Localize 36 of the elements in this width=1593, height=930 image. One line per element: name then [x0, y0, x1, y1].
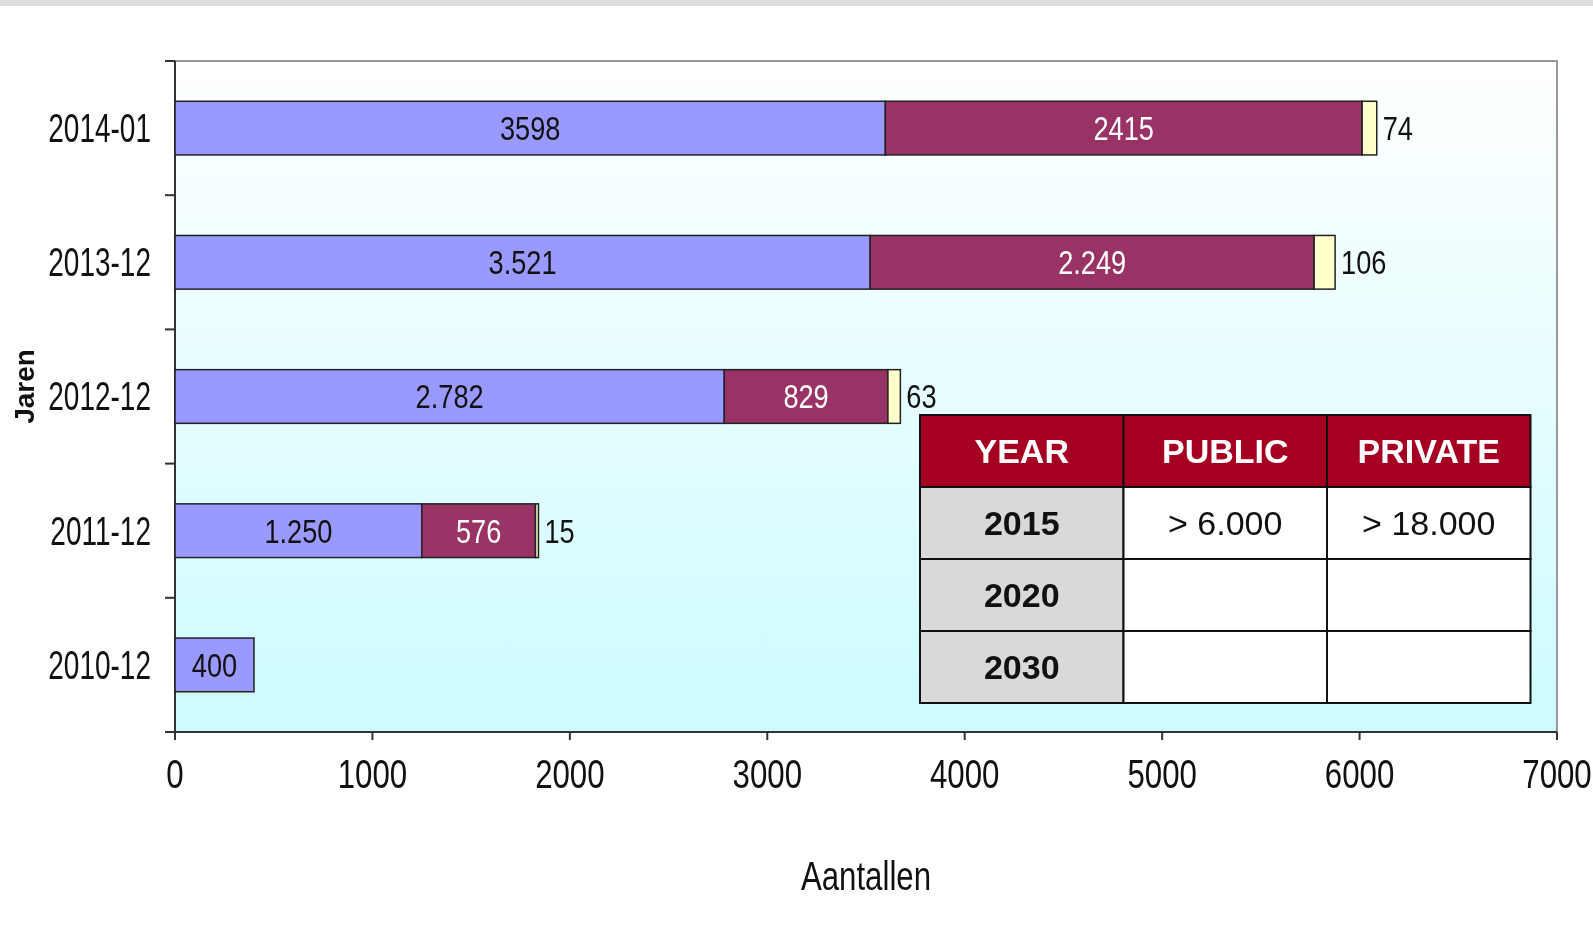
y-tick-label: 2012-12 — [48, 374, 151, 419]
category-label: PUBLIC — [1161, 432, 1289, 470]
data-label: 3598 — [499, 109, 561, 148]
x-tick-label: 0 — [166, 752, 184, 797]
data-label: 576 — [455, 511, 502, 551]
text: > 6.000 — [1168, 504, 1283, 542]
data-label: 15 — [544, 511, 575, 551]
data-label: 2415 — [1093, 109, 1154, 148]
data-label: 3.521 — [488, 243, 557, 283]
x-tick-label: 5000 — [1127, 752, 1197, 797]
category-label: 2015 — [983, 504, 1060, 542]
data-label: 106 — [1341, 243, 1387, 283]
x-tick-label: 3000 — [732, 752, 802, 797]
y-tick-label: 2011-12 — [50, 508, 151, 553]
data-label: 2.782 — [415, 377, 484, 417]
x-tick-label: 2000 — [535, 752, 605, 797]
x-axis-title: Aantallen — [800, 854, 932, 899]
y-tick-label: 2010-12 — [48, 642, 151, 688]
y-tick-label: 2013-12 — [48, 240, 151, 285]
category-label: PRIVATE — [1357, 432, 1500, 470]
data-label: 63 — [906, 377, 937, 417]
x-tick-label: 1000 — [337, 752, 408, 797]
category-label: 2020 — [983, 576, 1060, 614]
x-tick-label: 6000 — [1324, 752, 1395, 797]
data-label: 2.249 — [1058, 243, 1127, 283]
y-axis-title: Jaren — [9, 349, 40, 424]
text: YEAR — [974, 432, 1069, 470]
x-tick-label: 7000 — [1522, 752, 1592, 797]
data-label: 400 — [191, 645, 238, 685]
category-label: 2030 — [983, 648, 1060, 686]
x-tick-label: 4000 — [930, 752, 1000, 797]
text: > 18.000 — [1362, 504, 1496, 542]
data-label: 74 — [1382, 109, 1413, 148]
data-label: 829 — [783, 377, 829, 417]
data-label: 1.250 — [264, 511, 333, 551]
y-tick-label: 2014-01 — [48, 106, 151, 151]
